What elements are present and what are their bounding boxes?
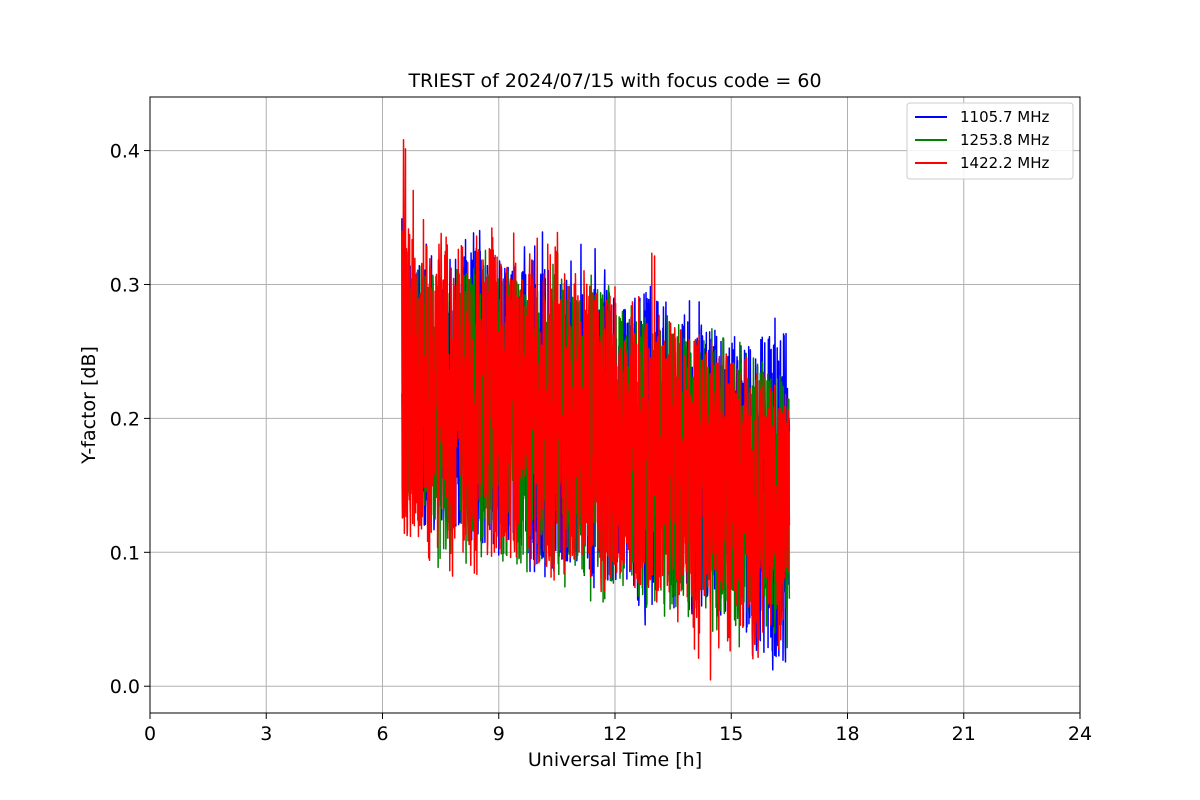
- legend-label-1422: 1422.2 MHz: [960, 154, 1049, 172]
- legend-box: [906, 102, 1074, 180]
- legend-label-1105: 1105.7 MHz: [960, 108, 1049, 126]
- x-tick-label: 24: [1068, 723, 1092, 745]
- x-tick-label: 21: [952, 723, 976, 745]
- series-group: [401, 139, 791, 681]
- x-axis-label: Universal Time [h]: [528, 749, 702, 771]
- y-tick-label: 0.1: [110, 542, 140, 564]
- y-tick-label: 0.3: [110, 274, 140, 296]
- x-tick-label: 0: [144, 723, 156, 745]
- legend-label-1253: 1253.8 MHz: [960, 131, 1049, 149]
- x-tick-label: 15: [719, 723, 743, 745]
- y-tick-label: 0.4: [110, 141, 140, 163]
- chart-title: TRIEST of 2024/07/15 with focus code = 6…: [407, 70, 821, 92]
- y-axis-label: Y-factor [dB]: [78, 346, 100, 465]
- y-tick-label: 0.2: [110, 408, 140, 430]
- x-tick-label: 6: [376, 723, 388, 745]
- series-line-1422: [401, 139, 791, 681]
- x-tick-label: 9: [493, 723, 505, 745]
- x-tick-label: 18: [835, 723, 859, 745]
- x-tick-label: 12: [603, 723, 627, 745]
- ticks: 0 3 6 9 12 15 18 21 24 0.0 0.1 0.2 0.3 0.4: [110, 141, 1092, 745]
- y-tick-label: 0.0: [110, 676, 140, 698]
- x-tick-label: 3: [260, 723, 272, 745]
- legend: 1105.7 MHz 1253.8 MHz 1422.2 MHz: [906, 102, 1074, 180]
